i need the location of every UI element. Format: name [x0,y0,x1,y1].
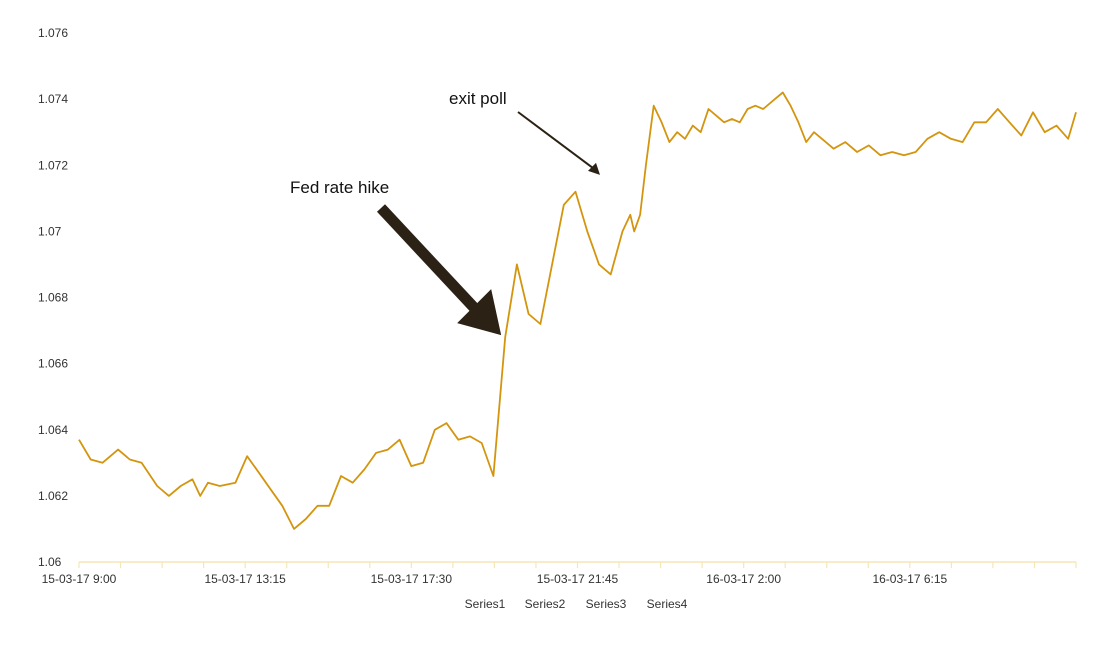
y-tick-label: 1.06 [38,555,62,569]
x-tick-label: 15-03-17 13:15 [204,572,286,586]
legend-item: Series1 [465,597,506,611]
legend: Series1 Series2 Series3 Series4 [465,597,688,611]
y-tick-label: 1.076 [38,26,68,40]
y-tick-label: 1.064 [38,423,68,437]
legend-item: Series4 [647,597,688,611]
x-tick-label: 15-03-17 9:00 [42,572,117,586]
x-tick-label: 16-03-17 6:15 [872,572,947,586]
annotation-arrow-head [588,162,601,175]
annotation-arrow-shaft [376,204,484,317]
y-axis-ticks: 1.06 1.062 1.064 1.066 1.068 1.07 1.072 1.074 1.… [38,26,68,569]
y-tick-label: 1.062 [38,489,68,503]
x-axis-tick-labels: 15-03-17 9:00 15-03-17 13:15 15-03-17 17:3… [42,572,948,586]
annotation-arrow-shaft [517,111,595,170]
x-axis-tick-marks [78,562,1077,568]
annotation-arrow-head [457,289,502,336]
y-tick-label: 1.07 [38,224,62,238]
y-tick-label: 1.066 [38,357,68,371]
legend-item: Series3 [586,597,627,611]
annotation-exit-poll: exit poll [449,89,507,108]
series-line [78,91,1077,530]
y-tick-label: 1.074 [38,92,68,106]
x-tick-label: 15-03-17 21:45 [537,572,619,586]
y-tick-label: 1.072 [38,158,68,172]
legend-item: Series2 [525,597,566,611]
x-tick-label: 15-03-17 17:30 [371,572,453,586]
annotations: Fed rate hike exit poll [290,89,601,336]
y-tick-label: 1.068 [38,291,68,305]
x-tick-label: 16-03-17 2:00 [706,572,781,586]
annotation-fed-rate-hike: Fed rate hike [290,178,389,197]
